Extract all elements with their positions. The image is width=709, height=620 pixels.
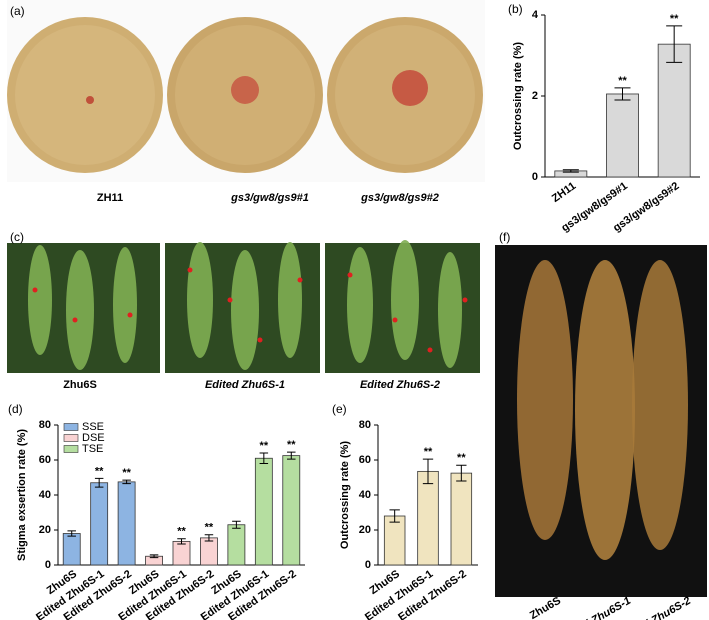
y-tick-label: 0 bbox=[532, 171, 538, 183]
panel-label: (b) bbox=[508, 2, 523, 16]
error-bar bbox=[614, 87, 631, 101]
error-bar bbox=[122, 479, 131, 485]
significance: ** bbox=[177, 526, 186, 538]
error-bar bbox=[287, 451, 296, 460]
photo-c bbox=[7, 240, 480, 373]
significance: ** bbox=[457, 452, 466, 464]
photo-caption: gs3/gw8/gs9#1 bbox=[230, 192, 309, 204]
x-tick-label: ZH11 bbox=[550, 180, 578, 205]
y-tick-label: 40 bbox=[359, 489, 371, 501]
error-bar bbox=[422, 458, 434, 485]
bar bbox=[383, 515, 406, 566]
panel-label: (a) bbox=[10, 4, 25, 18]
photo-caption: Zhu6S bbox=[528, 595, 563, 620]
error-bar bbox=[259, 452, 269, 464]
error-bar bbox=[232, 520, 241, 529]
bar bbox=[227, 524, 246, 566]
y-tick-label: 80 bbox=[359, 419, 371, 431]
error-bar bbox=[666, 25, 683, 63]
significance: ** bbox=[287, 439, 296, 451]
bar bbox=[606, 93, 639, 178]
significance: ** bbox=[424, 446, 433, 458]
y-tick-label: 4 bbox=[532, 9, 539, 21]
significance: ** bbox=[95, 465, 104, 477]
error-bar bbox=[67, 530, 76, 537]
legend-label: SSE bbox=[82, 421, 104, 433]
y-tick-label: 20 bbox=[39, 524, 51, 536]
photo-caption: Edited Zhu6S-1 bbox=[558, 595, 633, 620]
legend-swatch bbox=[63, 445, 79, 453]
bar bbox=[657, 43, 691, 178]
bar bbox=[282, 455, 301, 566]
panel-label: (e) bbox=[332, 402, 347, 416]
y-axis-label: Outcrossing rate (%) bbox=[512, 42, 524, 151]
legend-swatch bbox=[63, 434, 79, 442]
bar bbox=[90, 482, 109, 566]
error-bar bbox=[204, 534, 214, 542]
y-axis-label: Stigma exsertion rate (%) bbox=[16, 429, 28, 561]
y-tick-label: 20 bbox=[359, 524, 371, 536]
y-tick-label: 80 bbox=[39, 419, 51, 431]
significance: ** bbox=[260, 440, 269, 452]
photo-caption: ZH11 bbox=[97, 192, 123, 204]
bar bbox=[417, 470, 439, 566]
panel-label: (d) bbox=[8, 402, 23, 416]
y-tick-label: 0 bbox=[365, 559, 371, 571]
significance: ** bbox=[618, 75, 627, 87]
bar bbox=[117, 481, 136, 566]
significance: ** bbox=[205, 522, 214, 534]
legend-label: DSE bbox=[82, 432, 105, 444]
y-tick-label: 2 bbox=[532, 90, 538, 102]
photo-caption: Edited Zhu6S-2 bbox=[360, 379, 440, 391]
bar bbox=[200, 537, 218, 566]
y-tick-label: 0 bbox=[45, 559, 51, 571]
photo-a bbox=[7, 0, 485, 182]
photo-caption: Edited Zhu6S-1 bbox=[205, 379, 285, 391]
y-axis-label: Outcrossing rate (%) bbox=[339, 441, 351, 550]
bar bbox=[172, 540, 191, 566]
bar bbox=[450, 472, 473, 566]
legend-swatch bbox=[63, 423, 79, 431]
error-bar bbox=[389, 509, 400, 523]
y-tick-label: 40 bbox=[39, 489, 51, 501]
panel-label: (c) bbox=[10, 230, 24, 244]
panel-label: (f) bbox=[499, 230, 510, 244]
photo-f bbox=[495, 245, 707, 597]
photo-caption: Zhu6S bbox=[63, 379, 97, 391]
error-bar bbox=[94, 477, 104, 488]
y-tick-label: 60 bbox=[359, 454, 371, 466]
error-bar bbox=[177, 538, 186, 545]
significance: ** bbox=[670, 13, 679, 25]
photo-caption: gs3/gw8/gs9#2 bbox=[360, 192, 439, 204]
legend-label: TSE bbox=[82, 443, 103, 455]
y-tick-label: 60 bbox=[39, 454, 51, 466]
error-bar bbox=[562, 169, 579, 173]
error-bar bbox=[456, 464, 467, 482]
significance: ** bbox=[122, 467, 131, 479]
error-bar bbox=[149, 554, 159, 559]
bar bbox=[254, 457, 273, 566]
bar bbox=[62, 533, 81, 566]
